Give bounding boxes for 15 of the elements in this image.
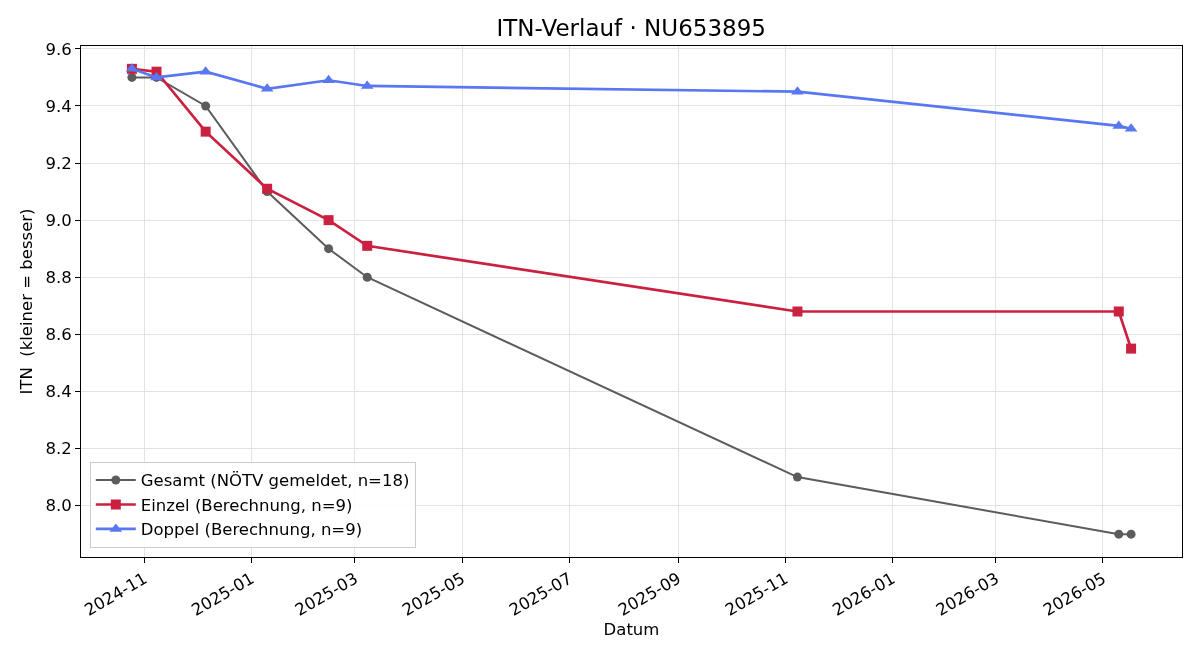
y-tick-label: 9.6 [45, 39, 72, 59]
y-tick-label: 8.2 [45, 439, 72, 459]
y-tick-label: 8.8 [45, 268, 72, 288]
y-tick-label: 8.4 [45, 382, 72, 402]
legend-label: Gesamt (NÖTV gemeldet, n=18) [140, 471, 410, 491]
y-tick-label: 9.2 [45, 153, 72, 173]
chart-title: ITN-Verlauf · NU653895 [496, 14, 766, 41]
y-tick-label: 9.0 [45, 210, 72, 230]
legend-label: Doppel (Berechnung, n=9) [140, 520, 363, 540]
legend-label: Einzel (Berechnung, n=9) [140, 495, 353, 515]
x-axis-title: Datum [603, 619, 660, 639]
y-tick-label: 8.0 [45, 496, 72, 516]
y-axis-title: ITN (kleiner = besser) [17, 208, 37, 395]
y-tick-label: 9.4 [45, 96, 72, 116]
y-tick-label: 8.6 [45, 325, 72, 345]
